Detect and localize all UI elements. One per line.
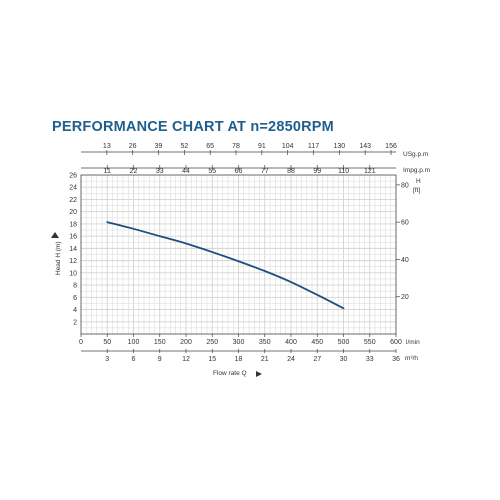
right-y-axis-label: H [416,178,421,185]
y-m-tick-label: 10 [69,270,77,277]
m3h-unit-label: m³/h [405,355,418,362]
y-m-tick-label: 14 [69,246,77,253]
m3h-tick-label: 12 [182,356,190,363]
curve-group [106,221,345,310]
lmin-tick-label: 600 [390,339,402,346]
usgpm-tick-label: 52 [180,143,188,150]
y-m-tick-label: 2 [73,319,77,326]
lmin-tick-label: 550 [364,339,376,346]
y-axis-label: Head H (m) [55,241,62,275]
impgpm-tick-label: 99 [313,168,321,175]
y-ft-tick-label: 40 [401,257,409,264]
lmin-tick-label: 350 [259,339,271,346]
m3h-tick-label: 15 [208,356,216,363]
performance-curve [106,221,345,310]
usgpm-tick-label: 65 [206,143,214,150]
lmin-tick-label: 50 [103,339,111,346]
usgpm-tick-label: 13 [103,143,111,150]
lmin-tick-label: 150 [154,339,166,346]
usgpm-tick-label: 78 [232,143,240,150]
lmin-tick-label: 400 [285,339,297,346]
usgpm-tick-label: 117 [308,143,319,150]
axes [80,150,400,353]
impgpm-tick-label: 121 [364,168,376,175]
lmin-unit-label: l/min [406,339,420,346]
y-m-tick-label: 18 [69,221,77,228]
grid-lines [81,175,396,334]
m3h-tick-label: 18 [235,356,243,363]
m3h-tick-label: 27 [313,356,321,363]
m3h-tick-label: 24 [287,356,295,363]
usgpm-tick-label: 39 [155,143,163,150]
axis-units: USg.p.m Impg.p.m l/min m³/h H [ft] Flow … [51,151,430,377]
usgpm-tick-label: 143 [359,143,371,150]
m3h-tick-label: 30 [340,356,348,363]
lmin-tick-label: 0 [79,339,83,346]
m3h-tick-label: 36 [392,356,400,363]
lmin-tick-label: 500 [338,339,350,346]
usgpm-unit-label: USg.p.m [403,151,428,158]
impgpm-tick-label: 110 [338,168,349,175]
usgpm-tick-label: 156 [385,143,397,150]
y-m-tick-label: 6 [73,295,77,302]
impgpm-tick-label: 22 [130,168,138,175]
impgpm-tick-label: 88 [287,168,295,175]
y-m-tick-label: 26 [69,173,77,180]
y-m-tick-label: 24 [69,185,77,192]
y-ft-tick-label: 60 [401,220,409,227]
lmin-tick-label: 250 [206,339,218,346]
y-m-tick-label: 22 [69,197,77,204]
x-axis-label: Flow rate Q [213,370,247,377]
impgpm-tick-label: 11 [104,168,111,175]
m3h-tick-label: 9 [158,356,162,363]
chart-title: PERFORMANCE CHART AT n=2850RPM [52,119,334,135]
impgpm-unit-label: Impg.p.m [403,167,430,174]
usgpm-tick-label: 130 [334,143,346,150]
y-axis-arrow-icon [51,232,59,238]
impgpm-tick-label: 44 [182,168,190,175]
y-m-tick-label: 12 [69,258,77,265]
y-m-tick-label: 20 [69,209,77,216]
y-m-tick-label: 16 [69,234,77,241]
impgpm-tick-label: 33 [156,168,164,175]
usgpm-tick-label: 26 [129,143,137,150]
impgpm-tick-label: 55 [208,168,216,175]
usgpm-tick-label: 104 [282,143,294,150]
m3h-tick-label: 33 [366,356,374,363]
lmin-tick-label: 200 [180,339,192,346]
y-ft-tick-label: 80 [401,182,409,189]
lmin-tick-label: 100 [128,339,140,346]
impgpm-tick-label: 77 [261,168,269,175]
usgpm-tick-label: 91 [258,143,266,150]
x-axis-arrow-icon [256,371,262,377]
y-m-tick-label: 4 [73,307,77,314]
m3h-tick-label: 21 [261,356,269,363]
lmin-tick-label: 300 [233,339,245,346]
impgpm-tick-label: 66 [235,168,243,175]
lmin-tick-label: 450 [311,339,323,346]
right-y-axis-unit: [ft] [413,187,420,194]
y-ft-tick-label: 20 [401,294,409,301]
m3h-tick-label: 3 [105,356,109,363]
m3h-tick-label: 6 [132,356,136,363]
y-m-tick-label: 8 [73,283,77,290]
